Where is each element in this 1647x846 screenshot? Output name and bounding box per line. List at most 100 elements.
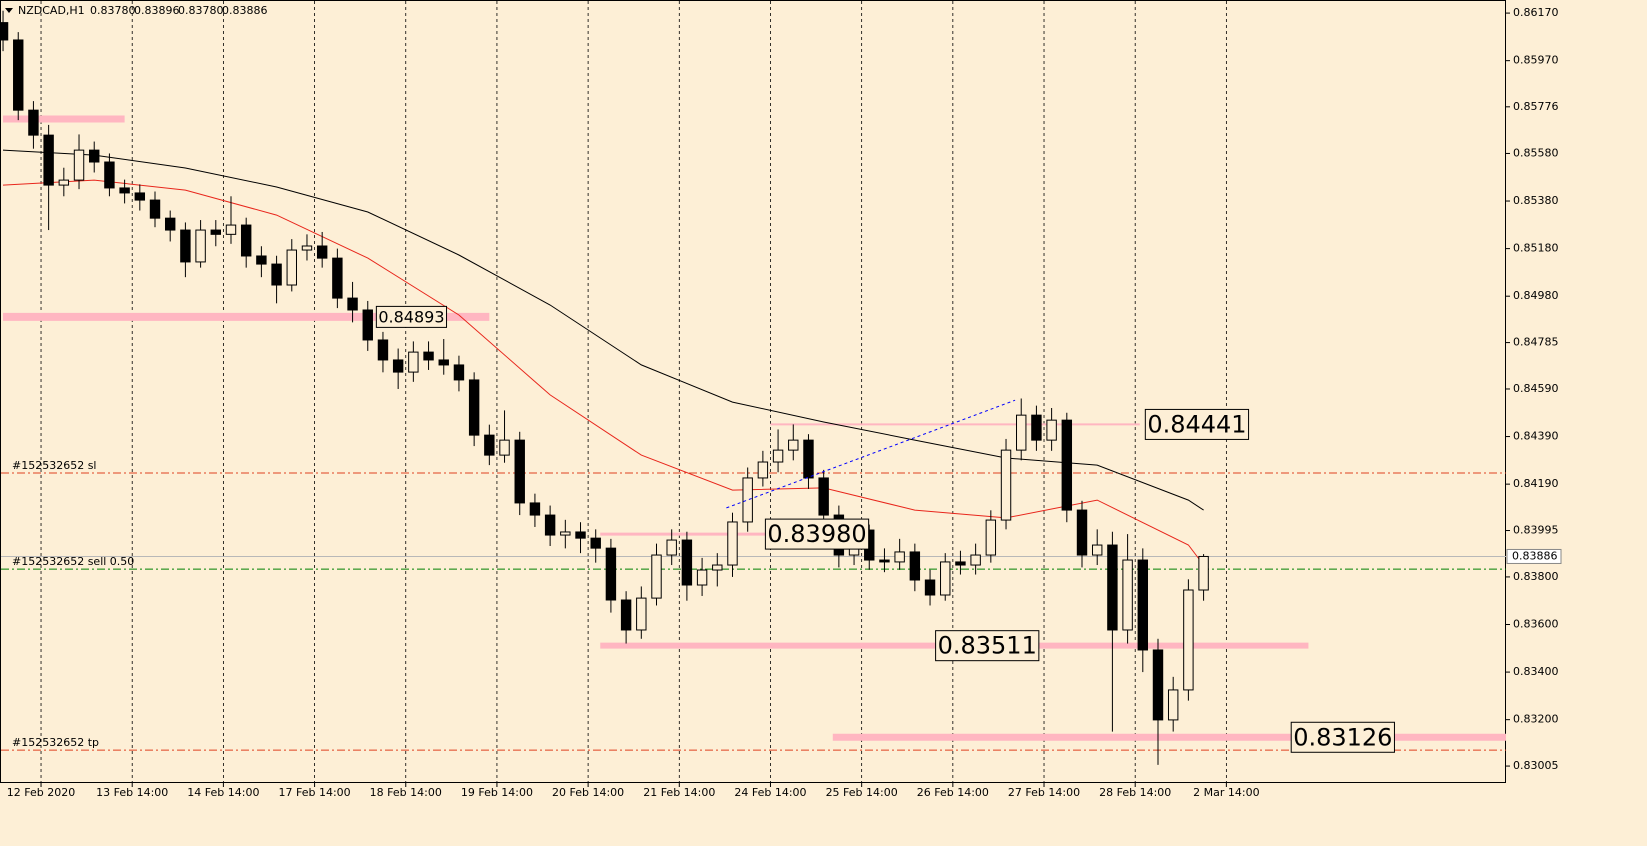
- x-tick-label: 25 Feb 14:00: [826, 786, 898, 799]
- candle-body: [924, 579, 936, 596]
- y-tick-label: 0.85970: [1513, 54, 1559, 67]
- candle-body: [1000, 449, 1012, 521]
- candle-body: [636, 597, 647, 631]
- candle-body: [879, 559, 890, 563]
- y-tick-label: 0.85380: [1513, 194, 1559, 207]
- candle-body: [1137, 559, 1149, 651]
- y-tick-label: 0.83995: [1513, 524, 1559, 537]
- candle-body: [1198, 555, 1209, 591]
- candle-body: [909, 551, 921, 581]
- candle-body: [1152, 649, 1164, 721]
- candle-body: [484, 434, 495, 456]
- candle-body: [438, 359, 449, 366]
- x-tick-label: 26 Feb 14:00: [917, 786, 989, 799]
- candle-body: [271, 263, 282, 286]
- x-tick-label: 14 Feb 14:00: [187, 786, 259, 799]
- candle-body: [803, 439, 814, 479]
- level-label-box: [375, 305, 448, 328]
- candle-body: [651, 554, 662, 599]
- x-tick-label: 12 Feb 2020: [7, 786, 75, 799]
- candle-body: [1031, 414, 1042, 441]
- menu-arrow[interactable]: [5, 8, 13, 13]
- candle-body: [727, 521, 738, 566]
- candle-body: [0, 22, 9, 41]
- candle-body: [13, 39, 24, 111]
- trade-line-label: #152532652 sl: [12, 459, 97, 472]
- y-tick-label: 0.83800: [1513, 570, 1559, 583]
- candle-body: [1107, 544, 1118, 631]
- level-label-box: [764, 518, 870, 550]
- candle-body: [286, 249, 297, 286]
- y-tick-label: 0.85180: [1513, 242, 1559, 255]
- candle-body: [772, 449, 784, 463]
- y-tick-label: 0.84190: [1513, 477, 1559, 490]
- candle-body: [712, 564, 723, 571]
- level-label-box: [1144, 408, 1250, 440]
- candle-body: [955, 561, 966, 566]
- candle-body: [225, 224, 237, 235]
- level-label-text: 0.84893: [378, 307, 444, 326]
- candle-body: [301, 245, 313, 251]
- level-label-text: 0.83511: [938, 632, 1037, 660]
- current-price-box: [1506, 548, 1562, 564]
- candle-body: [1091, 544, 1103, 556]
- level-label: 0.83980: [764, 518, 870, 550]
- level-label-text: 0.83980: [767, 520, 866, 548]
- level-label-box: [1290, 721, 1395, 753]
- candle-body: [620, 599, 632, 631]
- y-tick-label: 0.84785: [1513, 336, 1559, 349]
- candle-body: [1167, 689, 1179, 721]
- candle-body: [1183, 589, 1194, 691]
- candle-body: [1061, 419, 1073, 511]
- candle-body: [347, 297, 358, 311]
- candle-body: [544, 514, 556, 536]
- candle-body: [757, 461, 769, 479]
- candle-body: [468, 379, 480, 436]
- candle-body: [256, 255, 267, 265]
- candle-body: [423, 351, 434, 361]
- candle-body: [164, 217, 176, 231]
- candle-body: [985, 519, 997, 556]
- level-label: 0.83126: [1290, 721, 1395, 753]
- x-tick-label: 17 Feb 14:00: [278, 786, 350, 799]
- candle-body: [453, 364, 465, 381]
- x-tick-label: 19 Feb 14:00: [461, 786, 533, 799]
- x-tick-label: 13 Feb 14:00: [96, 786, 168, 799]
- candle-body: [210, 229, 222, 235]
- candle-body: [681, 539, 693, 586]
- candle-body: [1122, 559, 1133, 631]
- x-tick-label: 18 Feb 14:00: [370, 786, 442, 799]
- candle-body: [940, 561, 951, 596]
- candle-body: [666, 539, 677, 556]
- ohlc-value: 0.83896: [134, 4, 180, 17]
- y-tick-label: 0.85776: [1513, 100, 1559, 113]
- x-tick-label: 28 Feb 14:00: [1099, 786, 1171, 799]
- chart-title: NZDCAD,H1: [18, 4, 85, 17]
- candle-body: [894, 551, 905, 563]
- candle-body: [1076, 509, 1088, 556]
- level-label: 0.84441: [1144, 408, 1250, 440]
- y-tick-label: 0.84390: [1513, 430, 1559, 443]
- y-tick-label: 0.84590: [1513, 382, 1559, 395]
- candle-body: [408, 351, 419, 373]
- y-tick-label: 0.83400: [1513, 665, 1559, 678]
- ohlc-value: 0.83780: [90, 4, 136, 17]
- plot-frame: [0, 0, 1506, 783]
- candle-body: [590, 537, 601, 549]
- level-label: 0.84893: [375, 305, 448, 328]
- current-price-label: 0.83886: [1512, 549, 1558, 562]
- candle-body: [392, 359, 404, 373]
- trade-line-label: #152532652 sell 0.50: [12, 555, 134, 568]
- candle-body: [1046, 419, 1057, 441]
- candle-body: [119, 187, 130, 194]
- candle-body: [104, 161, 115, 189]
- y-tick-label: 0.84980: [1513, 289, 1559, 302]
- level-label: 0.83511: [935, 630, 1040, 662]
- x-tick-label: 2 Mar 14:00: [1193, 786, 1259, 799]
- candle-body: [377, 339, 389, 361]
- x-tick-label: 27 Feb 14:00: [1008, 786, 1080, 799]
- current-price-tag: 0.83886: [1506, 548, 1562, 564]
- candle-body: [180, 229, 191, 263]
